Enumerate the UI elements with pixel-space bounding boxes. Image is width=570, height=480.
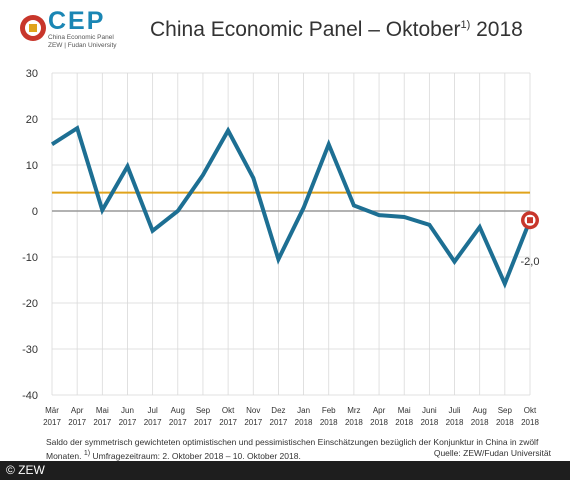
- y-tick-label: 20: [26, 114, 38, 126]
- x-tick-label: Aug: [171, 406, 185, 415]
- source-note: Quelle: ZEW/Fudan Universität: [433, 448, 551, 458]
- data-point: [151, 229, 155, 233]
- footnote-line-1: Saldo der symmetrisch gewichteten optimi…: [46, 437, 539, 447]
- x-tick-label: Juli: [449, 406, 461, 415]
- footnote-text-a: Monaten.: [46, 450, 84, 461]
- footnote-mark: 1): [83, 449, 91, 457]
- logo-subtitle-2: ZEW | Fudan University: [48, 41, 117, 49]
- data-point: [427, 223, 431, 227]
- data-point: [201, 173, 205, 177]
- x-tick-label: Mär: [45, 406, 59, 415]
- x-tick-label-year: 2018: [295, 418, 313, 427]
- y-tick-label: -30: [22, 344, 38, 356]
- title-main: China Economic Panel – Oktober: [150, 18, 461, 41]
- x-tick-label-year: 2018: [320, 418, 338, 427]
- x-tick-label-year: 2017: [194, 418, 212, 427]
- x-tick-label: Aug: [473, 406, 487, 415]
- x-tick-label-year: 2018: [420, 418, 438, 427]
- x-axis: Mär 2017 Apr 2017 Mai 2017 Jun 2017 Jul 2017 Aug 20…: [43, 406, 539, 427]
- logo-text: CEP: [48, 7, 106, 35]
- x-tick-label: Sep: [196, 406, 211, 415]
- reference-lines: [52, 191, 530, 212]
- x-tick-label: Jun: [121, 406, 134, 415]
- data-point: [50, 142, 54, 146]
- x-tick-label-year: 2017: [270, 418, 288, 427]
- x-tick-label-year: 2017: [68, 418, 86, 427]
- x-tick-label-year: 2018: [370, 418, 388, 427]
- data-point: [302, 206, 306, 210]
- x-tick-label-year: 2017: [244, 418, 262, 427]
- data-point: [176, 209, 180, 213]
- x-tick-label: Okt: [524, 406, 537, 415]
- x-tick-label: Mai: [398, 406, 411, 415]
- data-point: [453, 260, 457, 264]
- logo: CEP China Economic Panel ZEW | Fudan Uni…: [48, 8, 117, 49]
- data-point: [75, 126, 79, 130]
- data-point: [276, 257, 280, 261]
- x-tick-label-year: 2017: [144, 418, 162, 427]
- data-point: [125, 164, 129, 168]
- data-point: [100, 208, 104, 212]
- x-tick-label-year: 2017: [169, 418, 187, 427]
- x-tick-label: Okt: [222, 406, 235, 415]
- footnote-text-b: Umfragezeitraum: 2. Oktober 2018 – 10. O…: [90, 450, 301, 461]
- data-point: [478, 225, 482, 229]
- x-tick-label: Feb: [322, 406, 336, 415]
- data-point: [503, 282, 507, 286]
- data-point: [251, 176, 255, 180]
- title-year: 2018: [470, 18, 523, 41]
- data-point: [327, 142, 331, 146]
- y-axis: 30 20 10 0 -10 -20 -30 -40: [22, 68, 38, 402]
- x-tick-label: Nov: [246, 406, 260, 415]
- footnote: Saldo der symmetrisch gewichteten optimi…: [46, 437, 551, 462]
- x-tick-label-year: 2017: [93, 418, 111, 427]
- series-line: [50, 125, 532, 289]
- x-tick-label: Jan: [297, 406, 310, 415]
- title-footnote-mark: 1): [460, 19, 471, 31]
- chart-title: China Economic Panel – Oktober1) 2018: [150, 18, 523, 42]
- x-tick-label-year: 2018: [446, 418, 464, 427]
- footnote-line-2: Monaten. 1) Umfragezeitraum: 2. Oktober …: [46, 448, 551, 462]
- y-tick-label: 30: [26, 68, 38, 80]
- y-tick-label: -40: [22, 390, 38, 402]
- data-point: [377, 213, 381, 217]
- last-value-label: -2,0: [521, 256, 540, 268]
- x-tick-label-year: 2017: [119, 418, 137, 427]
- x-tick-label-year: 2018: [521, 418, 539, 427]
- cep-logo-icon: [20, 15, 46, 41]
- last-point-marker-center: [527, 217, 533, 224]
- x-tick-label-year: 2018: [496, 418, 514, 427]
- x-tick-label: Apr: [71, 406, 84, 415]
- y-tick-label: -10: [22, 252, 38, 264]
- copyright: © ZEW: [6, 463, 45, 477]
- data-point: [226, 129, 230, 133]
- x-tick-label-year: 2017: [43, 418, 61, 427]
- logo-subtitle-1: China Economic Panel: [48, 34, 114, 41]
- x-tick-label-year: 2017: [219, 418, 237, 427]
- x-tick-label: Jul: [148, 406, 158, 415]
- y-tick-label: -20: [22, 298, 38, 310]
- y-tick-label: 0: [32, 206, 38, 218]
- x-tick-label: Apr: [373, 406, 386, 415]
- footer-bar: © ZEW: [0, 461, 570, 480]
- series: -2,0: [50, 125, 540, 289]
- x-tick-label-year: 2018: [471, 418, 489, 427]
- x-tick-label: Mrz: [347, 406, 360, 415]
- y-tick-label: 10: [26, 160, 38, 172]
- x-tick-label-year: 2018: [345, 418, 363, 427]
- data-point: [402, 215, 406, 219]
- x-tick-label: Mai: [96, 406, 109, 415]
- x-tick-label: Sep: [498, 406, 513, 415]
- x-tick-label-year: 2018: [395, 418, 413, 427]
- x-tick-label: Dez: [271, 406, 285, 415]
- data-point: [352, 203, 356, 207]
- x-tick-label: Juni: [422, 406, 437, 415]
